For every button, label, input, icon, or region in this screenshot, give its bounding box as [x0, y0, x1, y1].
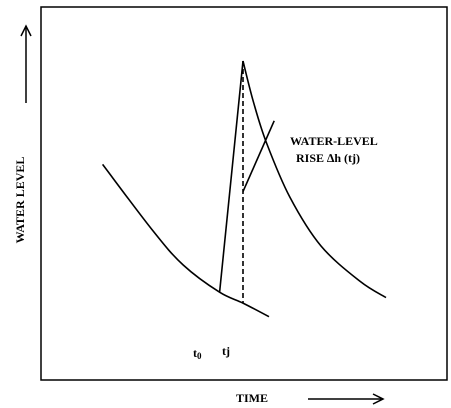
series-layer — [101, 60, 387, 318]
y-axis-arrow — [20, 24, 32, 103]
x-tick-label-t0: t0 — [193, 346, 202, 361]
x-tick-label-tj: tj — [222, 344, 230, 358]
x-axis-title: TIME — [236, 391, 268, 405]
plot-frame — [40, 6, 448, 381]
annotation-line-1: WATER-LEVEL — [290, 134, 378, 148]
annotation-line-2: RISE ∆h (tj) — [296, 151, 360, 165]
x-axis-arrow — [308, 393, 385, 405]
x-tick-label-tj-main: t — [222, 344, 226, 358]
series-recession-curve — [101, 163, 270, 318]
series-recession-after-peak — [242, 60, 387, 299]
x-tick-label-tj-sub: j — [225, 344, 230, 358]
series-leader — [242, 120, 275, 192]
y-axis-title: WATER LEVEL — [13, 157, 27, 244]
x-tick-label-t0-sub: 0 — [197, 351, 202, 361]
x-tick-label-t0-main: t — [193, 346, 197, 360]
series-rise — [218, 60, 244, 293]
